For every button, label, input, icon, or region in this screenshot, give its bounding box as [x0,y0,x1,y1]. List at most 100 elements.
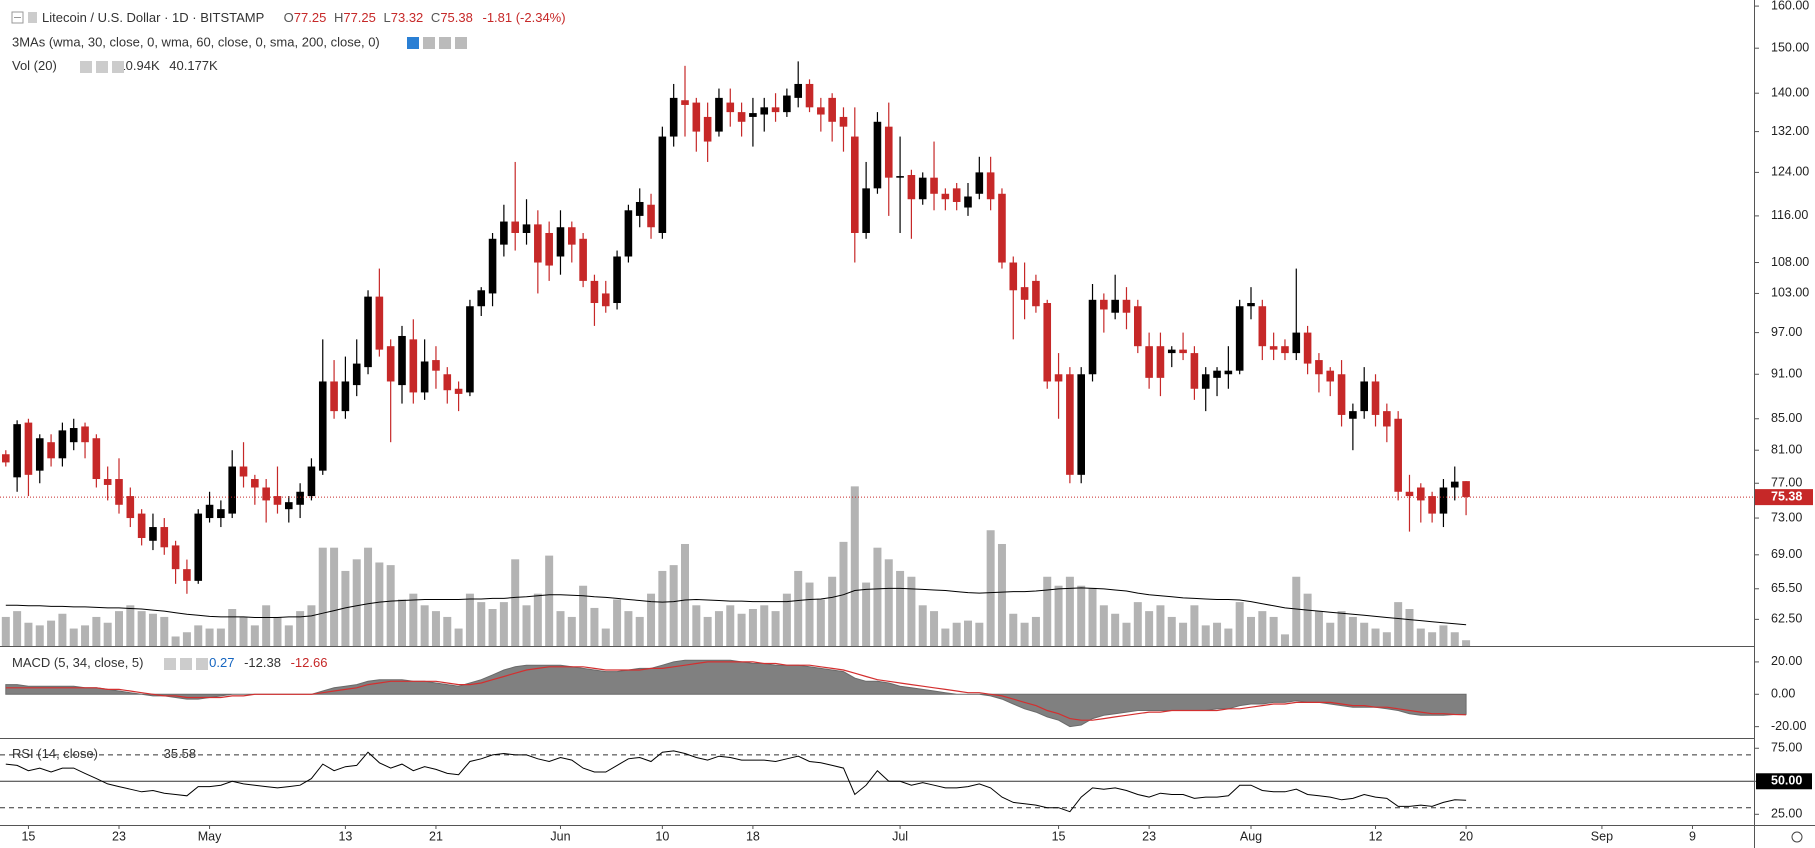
volume-bar [1031,616,1040,646]
volume-bar [1065,576,1074,646]
volume-bar [816,599,825,646]
volume-bar [635,616,644,646]
candle-body [1077,374,1085,475]
y-tick-label: 103.00 [1771,286,1809,300]
volume-bar [296,611,305,646]
candle-body [409,339,418,393]
volume-bar [1382,632,1391,646]
candle-body [1394,418,1402,492]
candle-body [760,107,769,115]
legend-icon[interactable] [164,658,176,670]
candle-body [81,426,89,443]
volume-bar [148,613,157,646]
candle-body [783,95,791,113]
volume-bar [318,547,327,646]
candle-body [1292,332,1301,354]
volume-bar [918,605,927,646]
y-tick-label: 150.00 [1771,40,1809,54]
volume-bar [1462,640,1471,646]
volume-bar [92,616,101,646]
candle-body [160,527,169,548]
x-tick-label: 21 [429,829,443,843]
macd-title[interactable]: MACD (5, 34, close, 5) [12,655,144,670]
change: -1.81 (-2.34%) [482,10,565,25]
volume-bar [160,616,169,646]
ohlc-value: 77.25 [343,10,376,25]
candle-body [262,487,270,501]
legend-icon[interactable] [96,61,108,73]
volume-bar [873,547,882,646]
candle-body [522,224,531,233]
legend-icon[interactable] [455,37,467,49]
volume-bar [262,605,271,646]
candle-body [443,374,452,391]
volume-bar [1009,613,1018,646]
volume-bar [533,593,542,646]
legend-icon[interactable] [80,61,92,73]
candle-body [601,293,610,307]
candle-body [1088,299,1097,375]
y-tick-label: 91.00 [1771,367,1802,381]
candle-body [24,422,33,475]
candle-body [330,381,338,412]
x-tick-label: 20 [1459,829,1473,843]
settings-icon[interactable] [1791,831,1803,843]
volume-bar [624,611,633,646]
volume-bar [465,593,474,646]
candle-body [1371,381,1380,415]
macd-signal-value: -12.66 [291,655,328,670]
candle-body [771,107,780,113]
volume-bar [726,605,735,646]
x-tick-label: Jun [550,829,570,843]
candle-body [828,97,836,122]
volume-bar [1179,622,1188,646]
collapse-icon[interactable] [11,11,24,24]
volume-bar [126,605,135,646]
legend-icon[interactable] [439,37,451,49]
y-tick-label: 140.00 [1771,86,1809,100]
candle-body [1450,481,1459,488]
legend-icon[interactable] [423,37,435,49]
candle-body [998,193,1006,263]
legend-icon[interactable] [112,61,124,73]
x-tick-label: 13 [338,829,352,843]
candle-body [1201,374,1210,389]
candle-body [1032,280,1040,307]
y-tick-label: -20.00 [1771,719,1806,733]
volume-bar [556,611,565,646]
volume-bar [1,616,10,646]
rsi-title[interactable]: RSI (14, close) [12,746,98,761]
volume-bar [567,616,576,646]
volume-bar [794,570,803,646]
legend-icon[interactable] [196,658,208,670]
last-price-label: 75.38 [1771,489,1802,503]
candle-body [398,335,406,386]
volume-bar [1224,628,1233,646]
volume-bar [58,613,67,646]
overlay-legend[interactable]: 3MAs (wma, 30, close, 0, wma, 60, close,… [12,34,380,49]
volume-bar [1416,628,1425,646]
volume-bar [805,582,814,646]
candle-body [375,296,384,350]
x-tick-label: 15 [21,829,35,843]
candle-body [69,428,78,443]
symbol-title: Litecoin / U.S. Dollar · 1D · BITSTAMP [42,10,264,25]
volume-bar [47,620,56,646]
volume-bar [81,625,90,646]
candle-body [1247,303,1255,307]
volume-bar [930,611,939,646]
candle-body [47,442,55,459]
candle-body [1111,299,1119,313]
volume-bar [1156,605,1165,646]
legend-icon[interactable] [180,658,192,670]
volume-bar [884,559,893,646]
candle-body [511,221,519,233]
volume-title[interactable]: Vol (20) [12,58,57,73]
y-tick-label: 50.00 [1771,774,1802,788]
candle-body [1360,381,1368,412]
volume-bar [24,622,33,646]
candle-body [364,296,372,368]
volume-bar [760,605,769,646]
legend-icon[interactable] [407,37,419,49]
symbol-icon [28,12,37,23]
